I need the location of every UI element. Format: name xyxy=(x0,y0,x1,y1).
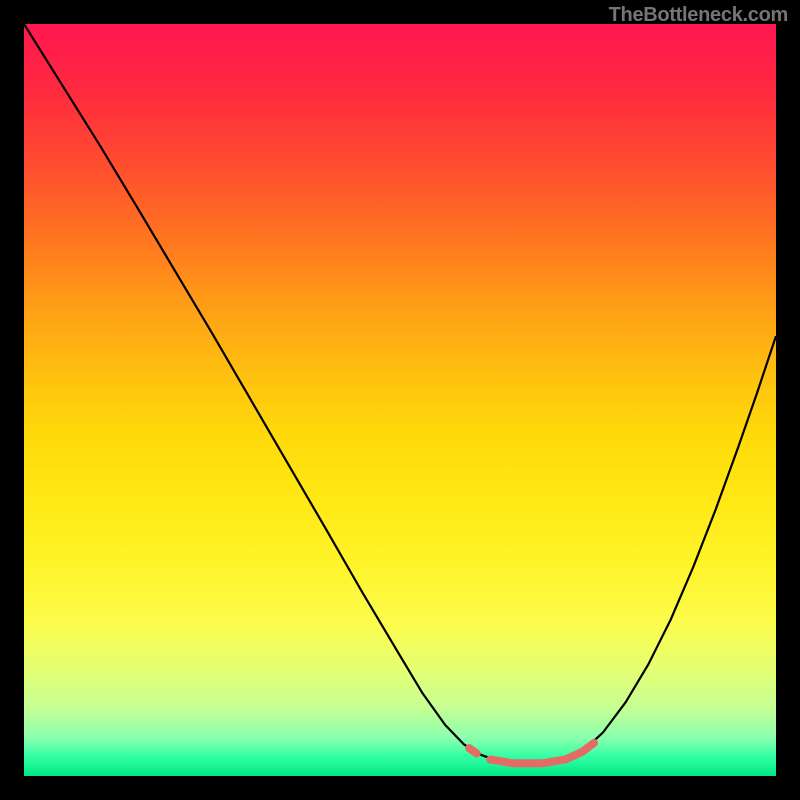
chart-lines xyxy=(24,24,776,776)
watermark-text: TheBottleneck.com xyxy=(609,4,788,27)
plot-area xyxy=(24,24,776,776)
highlight-segments xyxy=(469,743,594,763)
bottleneck-curve xyxy=(24,24,776,763)
chart-container: TheBottleneck.com xyxy=(0,0,800,800)
